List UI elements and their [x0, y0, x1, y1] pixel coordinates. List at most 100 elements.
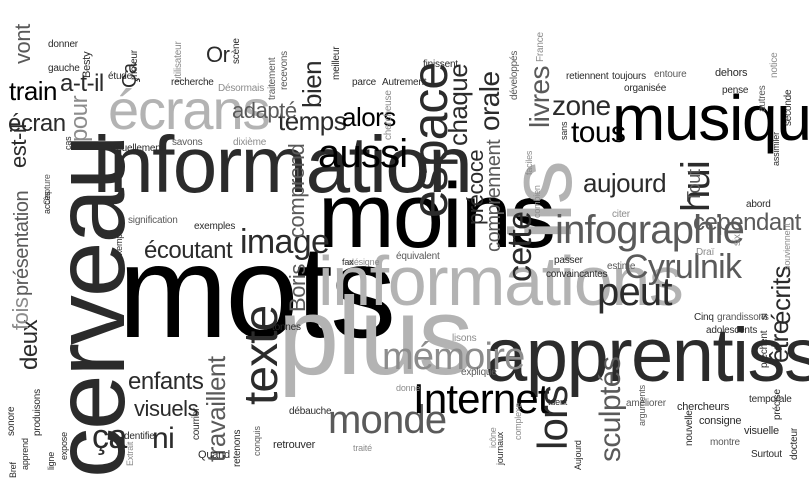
word-passer: passer: [554, 255, 583, 266]
word-developpes: développés: [509, 50, 520, 100]
word-ca: ça: [92, 418, 127, 456]
word-traite: traité: [353, 443, 372, 453]
word-plus: plus: [278, 275, 473, 398]
word-organisee: organisée: [624, 83, 667, 94]
word-chercheuse: chercheuse: [383, 90, 394, 140]
word-informations: informations: [318, 242, 684, 320]
word-or: Or: [206, 42, 230, 67]
word-tout: Tout: [684, 169, 704, 202]
word-autres: autres: [757, 85, 768, 112]
word-ecran: écran: [8, 110, 66, 137]
word-adapte: adapté: [232, 98, 297, 123]
word-zone: zone: [552, 90, 611, 121]
word-temporale: temporale: [749, 394, 792, 405]
word-si: si: [759, 313, 770, 320]
word-comprennent: comprennent: [483, 139, 505, 252]
word-parce: parce: [352, 77, 377, 88]
word-fax: fax: [342, 257, 354, 267]
word-besty: Besty: [81, 51, 93, 78]
word-scene: scène: [231, 38, 242, 64]
word-texte: texte: [235, 305, 288, 405]
word-presentation: présentation: [11, 190, 33, 296]
word-tonnes: tonnes: [272, 322, 301, 333]
word-ameliorer: améliorer: [626, 398, 666, 409]
word-orale: orale: [474, 71, 505, 131]
word-exemple: exemple: [114, 227, 124, 260]
word-sonore: sonore: [6, 406, 17, 436]
word-tuent: tuent: [548, 397, 568, 407]
word-cependant: cependant: [693, 209, 801, 236]
word-sculptes: sculptés: [594, 356, 627, 462]
word-dehors: dehors: [715, 67, 748, 79]
word-enfants: enfants: [128, 368, 204, 395]
word-quand: Quand: [198, 449, 230, 461]
word-combien: combien: [532, 185, 542, 218]
word-retenons: retenons: [232, 429, 243, 467]
word-explique: explique: [461, 367, 497, 378]
word-peut: peut: [597, 270, 672, 314]
word-nouvelle: nouvelle: [684, 410, 695, 446]
word-six: six: [732, 234, 743, 246]
word-sans: sans: [559, 121, 569, 140]
word-apprentissage: apprentissage: [485, 313, 809, 398]
word-alors: alors: [342, 102, 396, 132]
word-aujourd-small: Aujourd: [573, 440, 583, 470]
word-exemples: exemples: [194, 221, 236, 232]
word-visuels: visuels: [134, 396, 199, 421]
word-pense: pense: [722, 85, 749, 96]
word-information: information: [93, 120, 473, 209]
word-adolescents: adolescents: [706, 325, 758, 336]
word-lisons: lisons: [452, 333, 477, 344]
word-utilisateur: utilisateur: [173, 41, 184, 82]
word-ecoutant: écoutant: [144, 237, 233, 264]
word-memoire: mémoire: [382, 336, 525, 378]
word-citer: citer: [612, 209, 630, 220]
word-aussi: aussi: [318, 132, 408, 176]
word-expose: expose: [59, 432, 69, 460]
word-ni: ni: [152, 422, 175, 455]
word-mots: mots: [118, 218, 396, 365]
word-extrait: Extrait: [125, 441, 135, 466]
word-monde: monde: [328, 398, 447, 442]
word-meilleur: meilleur: [331, 46, 342, 80]
word-equivalent: équivalent: [396, 251, 440, 262]
word-pour: pour: [66, 95, 93, 142]
word-france: France: [535, 32, 546, 62]
word-temps: temps: [278, 106, 347, 136]
word-donne: donne: [396, 383, 421, 393]
word-designe: désigne: [349, 257, 380, 267]
word-fois: fois: [8, 297, 33, 330]
word-livres: livres: [524, 66, 555, 128]
word-consigne: consigne: [699, 415, 742, 427]
word-a-t-il: a-t-il: [60, 70, 104, 97]
word-desormais: Désormais: [218, 83, 264, 94]
word-journaux: journaux: [495, 431, 505, 465]
word-bien: bien: [297, 60, 327, 108]
word-montre: montre: [710, 437, 740, 448]
word-toujours: toujours: [612, 71, 646, 82]
word-donner: donner: [48, 39, 78, 50]
word-identifie: identifie: [122, 431, 155, 442]
word-moins: moins: [318, 165, 556, 267]
word-traitement: traitement: [267, 57, 278, 100]
word-lors: lors: [529, 385, 576, 450]
word-cyrulnik: Cyrulnik: [624, 248, 742, 286]
word-recherche: recherche: [171, 77, 214, 88]
word-notice: notice: [769, 52, 780, 79]
word-debauche: débauche: [289, 406, 332, 417]
word-cas: cas: [63, 136, 73, 150]
word-acces: accès: [42, 191, 52, 214]
word-travaillent: travaillent: [201, 356, 231, 462]
word-faciles: faciles: [524, 150, 534, 175]
word-gauche: gauche: [48, 63, 80, 74]
word-estime: estime: [607, 261, 636, 272]
word-prechent: prêchent: [759, 330, 770, 368]
word-convaincantes: convaincantes: [546, 269, 608, 280]
word-chercheurs: chercheurs: [677, 401, 730, 413]
word-cette: cette: [501, 211, 539, 282]
word-complexe: complexe: [513, 402, 523, 440]
word-savons: savons: [172, 137, 203, 148]
word-musique: musique: [612, 82, 809, 154]
word-ecrits: écrits: [766, 266, 796, 325]
